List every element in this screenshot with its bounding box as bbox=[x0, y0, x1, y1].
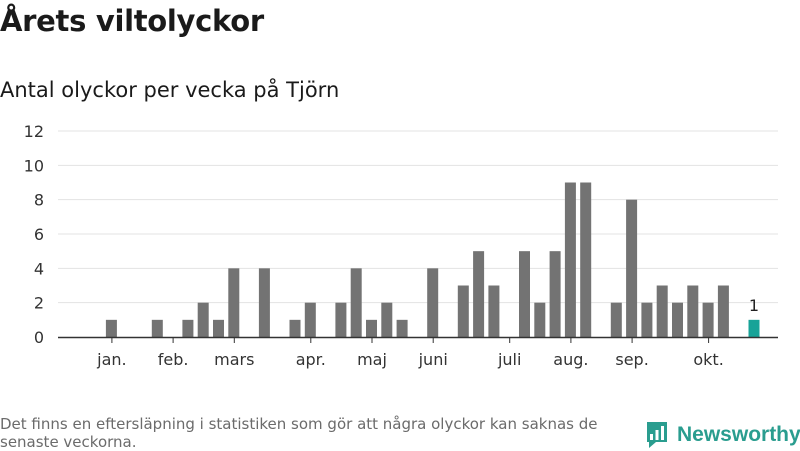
data-labels: 1 bbox=[749, 296, 759, 315]
bar bbox=[182, 319, 194, 337]
bar bbox=[457, 285, 469, 337]
y-tick-label: 0 bbox=[34, 328, 44, 347]
bar bbox=[381, 302, 393, 337]
x-tick-label: aug. bbox=[553, 350, 588, 369]
bar bbox=[717, 285, 729, 337]
bar bbox=[213, 319, 224, 337]
x-tick-label: jan. bbox=[96, 350, 126, 369]
x-axis-ticks: jan. feb. mars apr. maj juni juli aug. sep. okt. bbox=[96, 337, 724, 369]
bar bbox=[549, 251, 561, 337]
bar bbox=[656, 285, 668, 337]
x-tick-label: maj bbox=[357, 350, 387, 369]
data-label: 1 bbox=[749, 296, 759, 315]
bar bbox=[702, 302, 714, 337]
bar bbox=[641, 302, 653, 337]
chart-subtitle: Antal olyckor per vecka på Tjörn bbox=[0, 78, 340, 102]
bar bbox=[626, 199, 638, 337]
footnote: Det finns en eftersläpning i statistiken… bbox=[0, 415, 598, 451]
bar bbox=[610, 302, 622, 337]
bar bbox=[350, 268, 362, 337]
bar bbox=[335, 302, 347, 337]
x-tick-label: sep. bbox=[615, 350, 648, 369]
y-tick-label: 4 bbox=[34, 259, 44, 278]
gridlines bbox=[58, 130, 778, 304]
x-tick-label: mars bbox=[214, 350, 254, 369]
bar bbox=[580, 182, 592, 337]
bar bbox=[228, 268, 240, 337]
bar bbox=[519, 251, 530, 337]
bar bbox=[304, 302, 316, 337]
bar bbox=[534, 302, 546, 337]
newsworthy-logo-icon bbox=[647, 422, 667, 448]
x-tick-label: feb. bbox=[158, 350, 189, 369]
x-tick-label: apr. bbox=[296, 350, 326, 369]
bar bbox=[396, 319, 408, 337]
bar bbox=[488, 285, 500, 337]
bars bbox=[105, 182, 760, 337]
y-tick-label: 8 bbox=[34, 191, 44, 210]
bar bbox=[366, 319, 377, 337]
bar bbox=[197, 302, 209, 337]
y-tick-label: 12 bbox=[24, 122, 44, 141]
bar bbox=[289, 319, 301, 337]
bar bbox=[473, 251, 485, 337]
x-tick-label: juli bbox=[497, 350, 521, 369]
y-tick-label: 2 bbox=[34, 294, 44, 313]
x-tick-label: okt. bbox=[693, 350, 723, 369]
y-axis-ticks: 0 2 4 6 8 10 12 bbox=[24, 122, 44, 347]
bar bbox=[687, 285, 699, 337]
bar-highlight bbox=[748, 319, 760, 337]
x-tick-label: juni bbox=[418, 350, 448, 369]
chart-title: Årets viltolyckor bbox=[0, 4, 264, 38]
brand-name: Newsworthy bbox=[677, 423, 800, 446]
brand-logo[interactable]: Newsworthy bbox=[645, 420, 800, 450]
bar bbox=[105, 319, 117, 337]
bar-chart: 0 2 4 6 8 10 12 jan. feb. mars apr. maj juni juli aug… bbox=[24, 122, 778, 369]
bar bbox=[151, 319, 163, 337]
bar bbox=[258, 268, 270, 337]
bar bbox=[427, 268, 439, 337]
bar bbox=[564, 182, 576, 337]
y-tick-label: 10 bbox=[24, 156, 44, 175]
bar bbox=[672, 302, 683, 337]
y-tick-label: 6 bbox=[34, 225, 44, 244]
